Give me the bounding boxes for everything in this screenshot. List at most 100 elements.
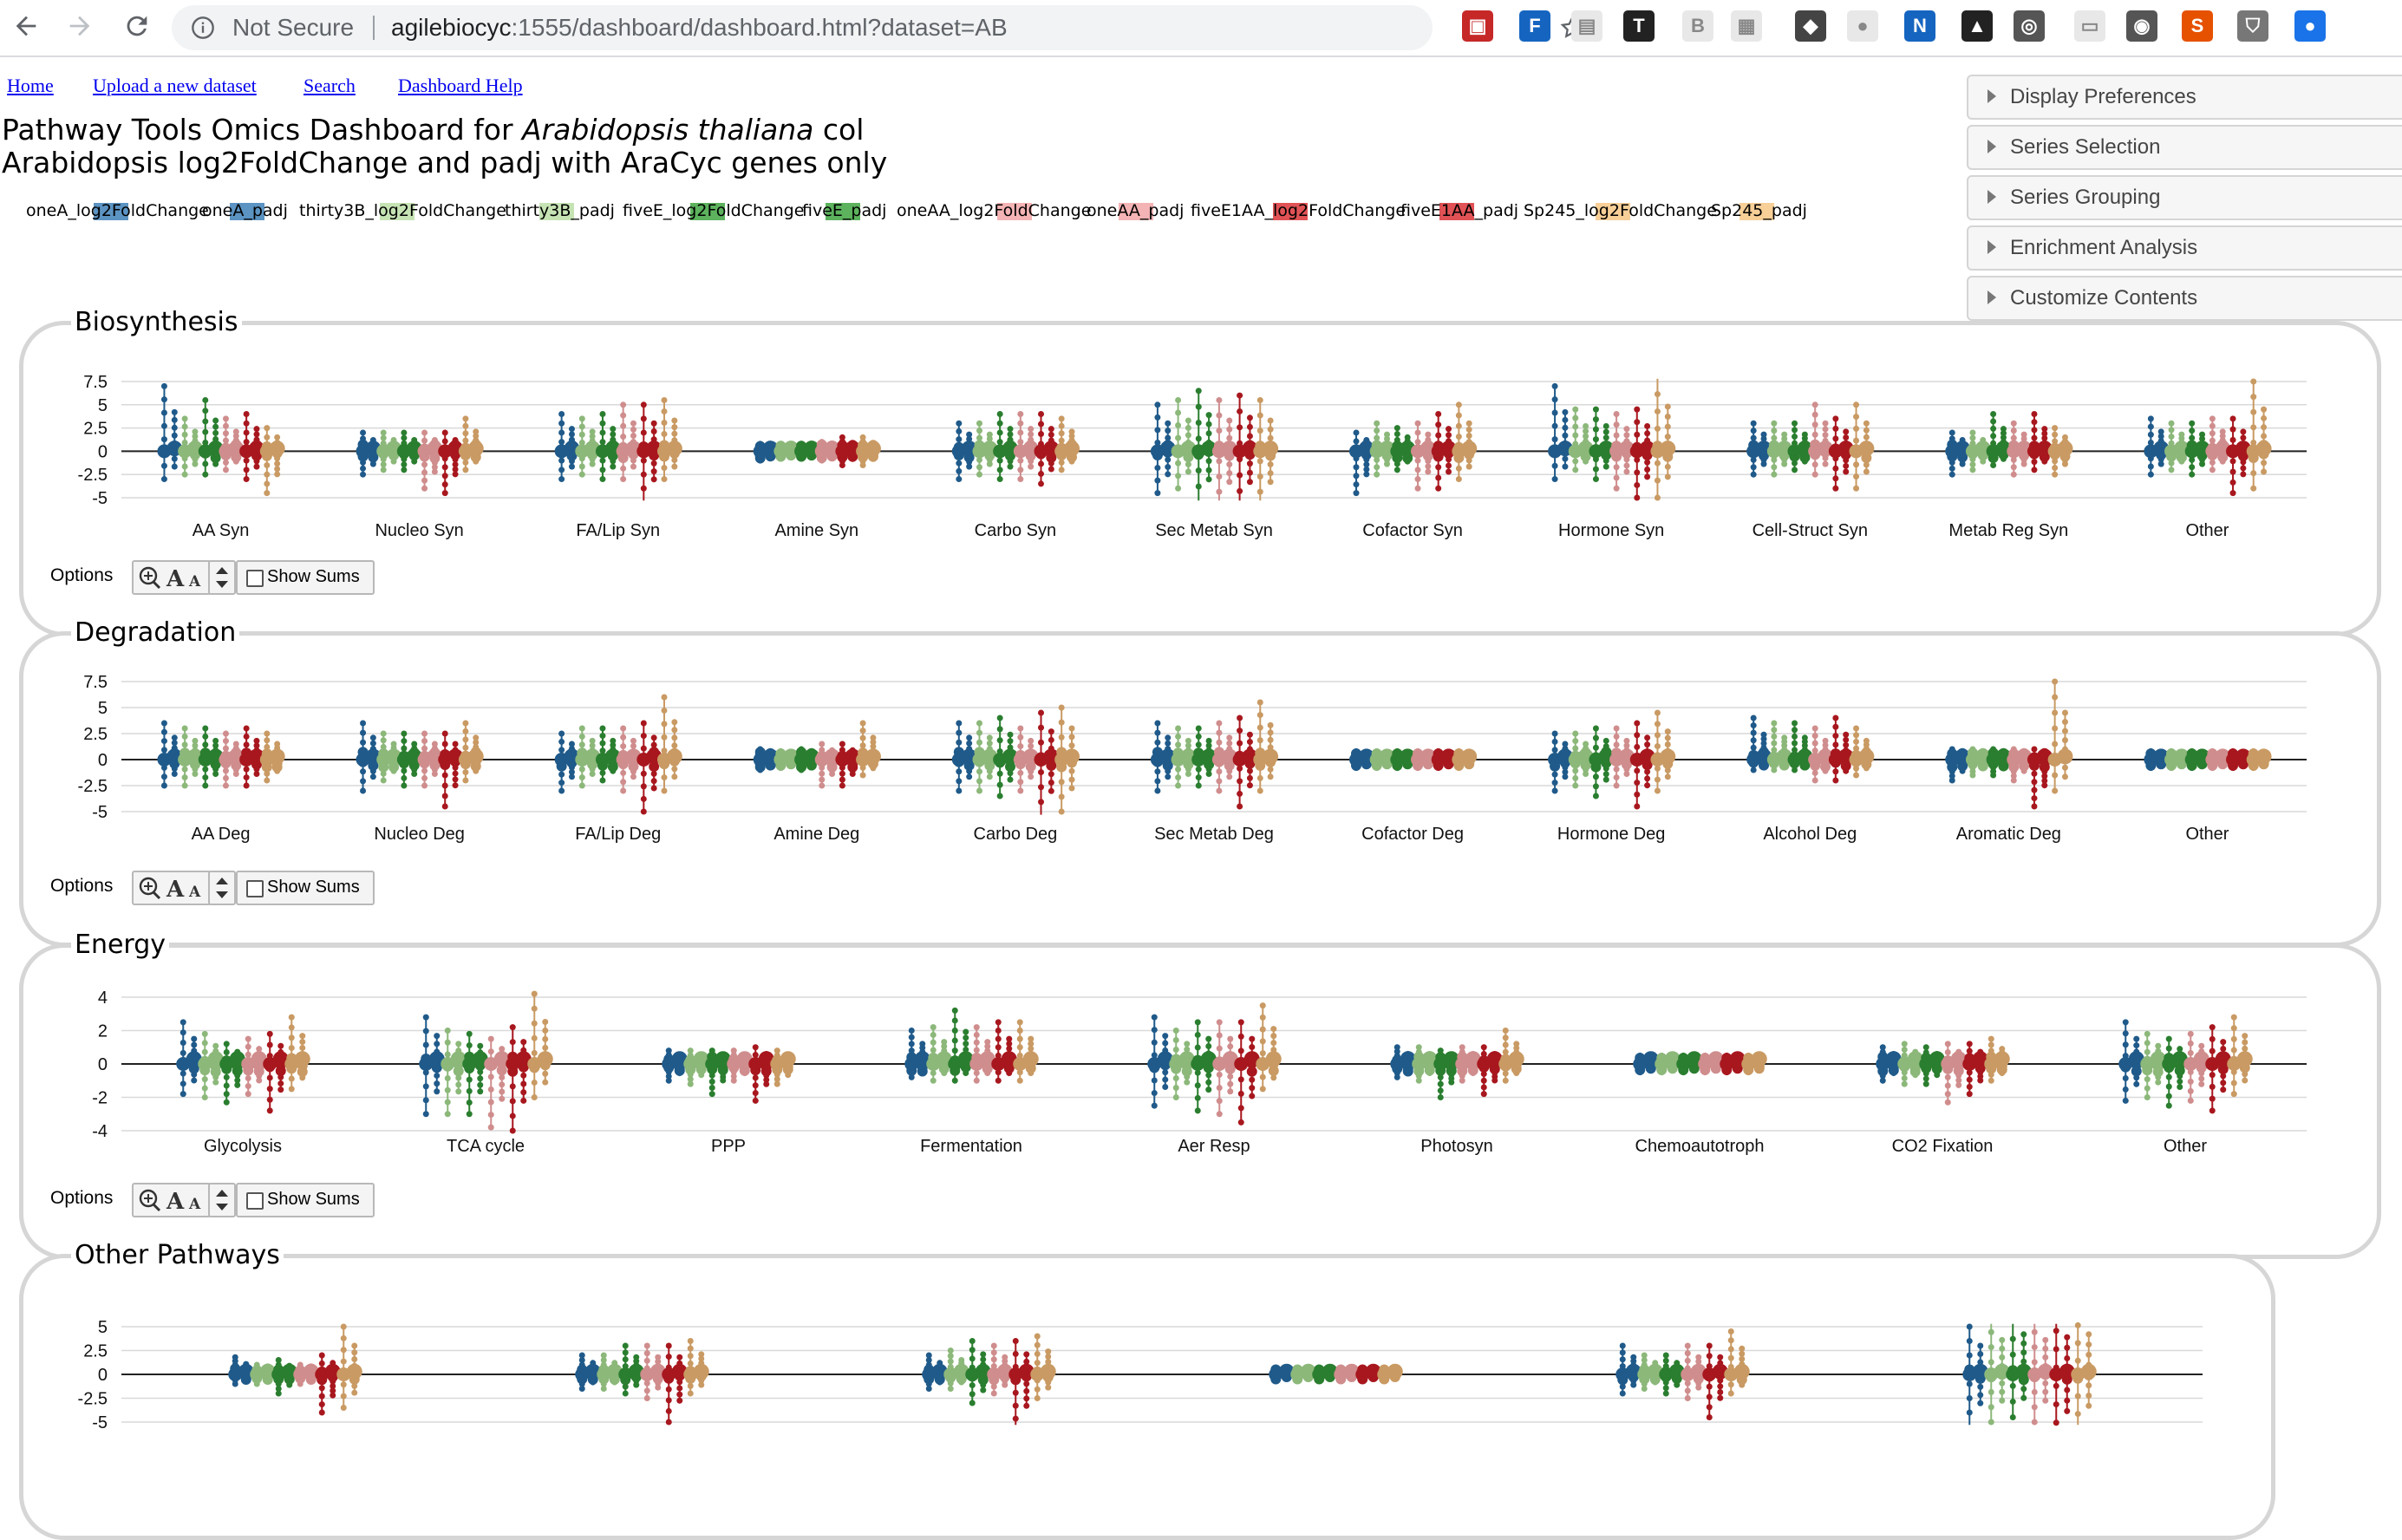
- data-point[interactable]: [1237, 715, 1243, 721]
- data-point[interactable]: [462, 777, 469, 784]
- data-point[interactable]: [1592, 406, 1599, 413]
- data-point[interactable]: [1480, 1050, 1487, 1057]
- data-point[interactable]: [380, 737, 387, 744]
- data-point[interactable]: [1706, 1393, 1713, 1400]
- data-point[interactable]: [444, 1051, 451, 1058]
- data-point[interactable]: [360, 471, 367, 478]
- data-point[interactable]: [1572, 782, 1579, 789]
- f-icon[interactable]: F: [1519, 10, 1550, 42]
- data-point[interactable]: [2020, 460, 2027, 467]
- data-point[interactable]: [1172, 1075, 1179, 1081]
- data-point[interactable]: [222, 437, 229, 444]
- data-point[interactable]: [462, 430, 469, 437]
- data-point[interactable]: [1012, 1350, 1019, 1357]
- data-point[interactable]: [839, 434, 845, 440]
- data-point[interactable]: [2250, 470, 2257, 477]
- data-point[interactable]: [422, 1028, 429, 1034]
- data-point[interactable]: [2199, 431, 2206, 438]
- data-point[interactable]: [2031, 795, 2038, 802]
- data-point[interactable]: [299, 1039, 306, 1046]
- data-point[interactable]: [650, 476, 657, 483]
- data-point[interactable]: [340, 1358, 347, 1365]
- data-point[interactable]: [650, 770, 657, 777]
- data-point[interactable]: [421, 437, 428, 444]
- data-point[interactable]: [201, 1040, 208, 1047]
- data-point[interactable]: [1613, 411, 1620, 418]
- data-point[interactable]: [640, 733, 647, 740]
- data-point[interactable]: [264, 434, 271, 440]
- data-point[interactable]: [1205, 1042, 1212, 1049]
- data-point[interactable]: [1455, 434, 1462, 440]
- data-point[interactable]: [1613, 432, 1620, 439]
- data-point[interactable]: [1184, 1041, 1191, 1047]
- data-point[interactable]: [477, 1068, 484, 1075]
- data-point[interactable]: [2150, 1051, 2166, 1067]
- data-point[interactable]: [1154, 477, 1161, 484]
- data-point[interactable]: [1654, 743, 1661, 750]
- data-point[interactable]: [2053, 1401, 2059, 1408]
- data-point[interactable]: [1151, 1039, 1158, 1046]
- data-point[interactable]: [1216, 412, 1223, 419]
- data-point[interactable]: [2209, 1107, 2216, 1114]
- data-point[interactable]: [558, 730, 565, 737]
- data-point[interactable]: [1562, 424, 1569, 431]
- data-point[interactable]: [1216, 768, 1223, 775]
- data-point[interactable]: [1058, 459, 1065, 466]
- data-point[interactable]: [1948, 465, 1955, 472]
- data-point[interactable]: [179, 1029, 186, 1036]
- data-point[interactable]: [1792, 434, 1798, 440]
- data-point[interactable]: [1045, 1348, 1052, 1355]
- data-point[interactable]: [1792, 733, 1798, 740]
- data-point[interactable]: [1771, 420, 1778, 427]
- data-point[interactable]: [2020, 1386, 2027, 1393]
- data-point[interactable]: [1822, 460, 1829, 467]
- data-point[interactable]: [1353, 490, 1360, 497]
- data-point[interactable]: [2042, 1345, 2049, 1352]
- data-point[interactable]: [434, 1072, 441, 1079]
- data-point[interactable]: [264, 737, 271, 744]
- data-point[interactable]: [520, 1089, 527, 1096]
- data-point[interactable]: [1374, 471, 1380, 478]
- data-point[interactable]: [441, 803, 448, 810]
- data-point[interactable]: [192, 433, 199, 440]
- data-point[interactable]: [1771, 434, 1778, 441]
- data-point[interactable]: [360, 720, 367, 727]
- data-point[interactable]: [1988, 1404, 1994, 1411]
- data-point[interactable]: [1216, 778, 1223, 785]
- data-point[interactable]: [578, 741, 585, 748]
- data-point[interactable]: [1832, 723, 1839, 730]
- data-point[interactable]: [1966, 1338, 1973, 1344]
- data-point[interactable]: [1502, 1041, 1509, 1048]
- data-point[interactable]: [1750, 471, 1757, 478]
- data-point[interactable]: [1977, 1350, 1984, 1357]
- data-point[interactable]: [272, 1051, 289, 1067]
- data-point[interactable]: [509, 1039, 516, 1046]
- data-point[interactable]: [1592, 476, 1599, 483]
- data-point[interactable]: [434, 1088, 441, 1095]
- data-point[interactable]: [509, 1083, 516, 1090]
- data-point[interactable]: [1184, 1046, 1191, 1053]
- data-point[interactable]: [1792, 460, 1798, 467]
- data-point[interactable]: [1038, 784, 1044, 791]
- data-point[interactable]: [1205, 1086, 1212, 1093]
- data-point[interactable]: [589, 771, 596, 777]
- data-point[interactable]: [2240, 471, 2247, 478]
- data-point[interactable]: [1948, 746, 1955, 753]
- data-point[interactable]: [1227, 1073, 1234, 1080]
- data-point[interactable]: [288, 1014, 295, 1021]
- data-point[interactable]: [1502, 1034, 1509, 1041]
- data-point[interactable]: [2031, 1388, 2038, 1395]
- upload-dataset-link[interactable]: Upload a new dataset: [93, 75, 257, 96]
- data-point[interactable]: [730, 1047, 737, 1054]
- data-point[interactable]: [665, 1354, 672, 1361]
- data-point[interactable]: [181, 766, 188, 773]
- data-point[interactable]: [1502, 1028, 1509, 1034]
- data-point[interactable]: [520, 1039, 527, 1046]
- data-point[interactable]: [698, 1381, 705, 1388]
- sidebar-section-series-selection[interactable]: Series Selection: [1967, 125, 2402, 170]
- data-point[interactable]: [1863, 434, 1870, 440]
- data-point[interactable]: [351, 1382, 358, 1389]
- data-point[interactable]: [1750, 737, 1757, 744]
- data-point[interactable]: [2000, 426, 2007, 433]
- data-point[interactable]: [1832, 465, 1839, 472]
